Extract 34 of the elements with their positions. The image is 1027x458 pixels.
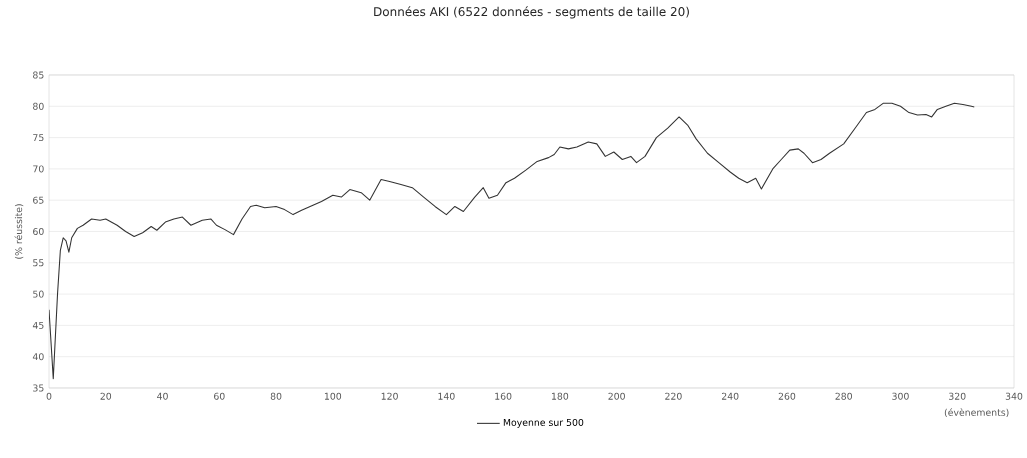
x-tick-label: 340 xyxy=(1005,392,1023,400)
chart-title: Données AKI (6522 données - segments de taille 20) xyxy=(374,6,689,19)
x-tick-label: 40 xyxy=(157,392,168,400)
x-tick-label: 300 xyxy=(892,392,909,400)
y-axis-title: (% réussite) xyxy=(14,204,24,259)
legend-label: Moyenne sur 500 xyxy=(503,418,584,428)
x-tick-label: 220 xyxy=(665,392,682,400)
x-tick-label: 320 xyxy=(949,392,966,400)
x-tick-label: 180 xyxy=(552,392,569,400)
y-tick-label: 45 xyxy=(32,321,44,329)
y-tick-label: 65 xyxy=(33,196,44,204)
y-tick-label: 70 xyxy=(33,165,44,173)
x-tick-label: 260 xyxy=(778,392,796,400)
line-series xyxy=(49,102,975,380)
x-tick-label: 100 xyxy=(324,392,342,400)
y-tick-label: 60 xyxy=(33,227,44,236)
y-tick-label: 75 xyxy=(33,134,44,142)
x-tick-label: 240 xyxy=(721,392,739,400)
y-tick-label: 50 xyxy=(33,290,44,298)
x-tick-label: 0 xyxy=(46,392,52,400)
x-tick-label: 160 xyxy=(495,392,512,400)
x-tick-label: 140 xyxy=(438,392,455,400)
y-tick-label: 35 xyxy=(33,384,44,392)
x-tick-label: 20 xyxy=(100,392,112,400)
y-tick-label: 80 xyxy=(33,102,44,110)
x-tick-label: 60 xyxy=(214,392,225,400)
x-tick-label: 120 xyxy=(381,392,398,400)
x-tick-label: 80 xyxy=(270,392,282,400)
x-axis-title: (évènements) xyxy=(944,408,1009,418)
y-tick-label: 55 xyxy=(33,259,44,267)
y-tick-label: 85 xyxy=(33,71,44,79)
y-tick-label: 40 xyxy=(32,353,44,361)
x-tick-label: 280 xyxy=(835,392,852,400)
x-tick-label: 200 xyxy=(608,392,625,400)
